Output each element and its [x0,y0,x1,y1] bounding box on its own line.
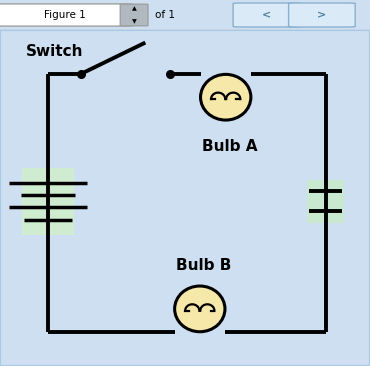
Text: ▼: ▼ [132,19,136,24]
Circle shape [201,74,251,120]
Text: ▲: ▲ [132,6,136,11]
FancyBboxPatch shape [120,4,148,26]
Text: Figure 1: Figure 1 [44,10,86,20]
Text: Bulb B: Bulb B [176,258,231,273]
Bar [307,180,344,223]
Text: >: > [317,10,326,20]
FancyBboxPatch shape [233,3,300,27]
Text: Switch: Switch [26,44,83,59]
Bar [22,168,74,235]
FancyBboxPatch shape [0,4,133,26]
FancyBboxPatch shape [289,3,355,27]
Text: of 1: of 1 [155,10,175,20]
Text: <: < [262,10,271,20]
Circle shape [175,286,225,332]
Text: Bulb A: Bulb A [202,139,257,153]
